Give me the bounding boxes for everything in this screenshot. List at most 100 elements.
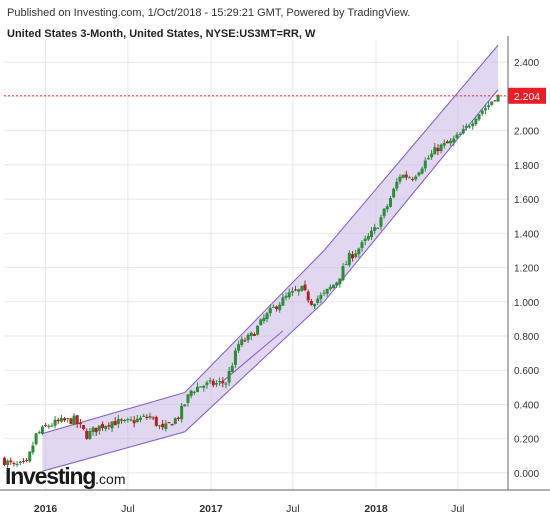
candle-body [180,405,184,420]
candle-body [186,394,190,403]
candle-body [107,425,111,427]
candle-body [192,391,196,393]
candle-body [360,242,364,249]
x-tick-label: Jul [286,503,299,515]
candle-body [262,317,266,322]
candle-body [449,140,453,144]
candle-body [423,160,427,169]
candle-body [332,284,336,289]
candle-body [490,101,494,105]
candle-body [347,253,351,266]
candle-body [139,417,143,420]
candle-body [407,177,411,179]
candle-body [265,313,269,320]
channel-lower-line [42,431,185,472]
candle-body [243,340,247,342]
chart-header: Published on Investing.com, 1/Oct/2018 -… [7,6,507,41]
candle-body [300,285,304,291]
candle-body [290,290,294,293]
candle-body [21,460,25,462]
channel-lower-line [184,89,499,433]
candle-body [426,158,430,160]
y-tick-label: 1.400 [514,229,539,240]
candle-body [126,419,130,421]
candle-body [404,174,408,178]
candle-body [221,381,225,384]
candle-body [322,292,326,294]
candle-body [281,297,285,306]
candle-body [474,118,478,125]
candle-body [471,123,475,127]
candle-body [316,298,320,303]
candle-body [385,206,389,210]
candle-body [357,248,361,255]
candle-body [15,463,19,465]
candle-body [151,417,155,419]
candle-body [278,304,282,311]
candle-body [325,288,329,294]
candle-body [335,282,339,286]
x-tick-label: Jul [451,503,464,515]
candle-body [373,227,377,231]
candle-body [164,423,168,429]
candle-body [202,385,206,388]
candle-body [94,427,98,433]
candle-body [240,339,244,346]
investing-logo: Investing.com [5,463,126,490]
x-tick-label: Jul [121,503,134,515]
candle-body [44,425,48,427]
candle-body [211,380,215,386]
candle-body [246,334,250,341]
candle-body [369,230,373,238]
candle-body [271,306,275,308]
candle-body [116,419,120,424]
y-tick-label: 2.400 [514,58,539,69]
candle-body [366,235,370,240]
candle-body [28,451,32,462]
candle-body [455,134,459,138]
candle-body [430,153,434,158]
candle-body [53,419,57,426]
y-tick-label: 1.600 [514,195,539,206]
logo-domain: .com [95,471,126,487]
candle-body [113,420,117,426]
candle-body [142,415,146,417]
channel-upper-line [42,391,185,435]
candle-body [66,418,70,420]
candle-body [132,420,136,424]
candle-body [436,147,440,152]
candle-body [363,238,367,242]
candle-body [91,427,95,432]
candle-body [218,381,222,383]
candle-body [214,382,218,385]
candle-body [319,294,323,300]
candle-body [78,422,82,425]
candle-body [47,425,51,427]
candle-body [120,419,124,421]
candle-body [110,421,114,429]
candle-body [376,227,380,229]
candle-body [433,147,437,155]
candle-body [445,141,449,144]
candle-body [56,419,60,422]
candle-body [145,416,149,418]
candle-body [129,419,133,421]
candle-body [493,100,497,102]
candles [2,93,500,469]
candle-body [157,425,161,427]
candle-body [148,415,152,418]
candle-body [483,108,487,111]
candle-body [69,418,73,424]
x-tick-label: 2018 [364,503,388,515]
candle-body [233,350,237,365]
candle-body [338,278,342,285]
candle-body [208,380,212,382]
candle-body [25,459,29,461]
candle-body [189,390,193,396]
last-price-badge [508,87,546,104]
candle-body [31,445,35,453]
candle-body [392,188,396,198]
x-tick-label: 2017 [199,503,223,515]
y-tick-label: 1.200 [514,264,539,275]
y-tick-label: 1.800 [514,161,539,172]
